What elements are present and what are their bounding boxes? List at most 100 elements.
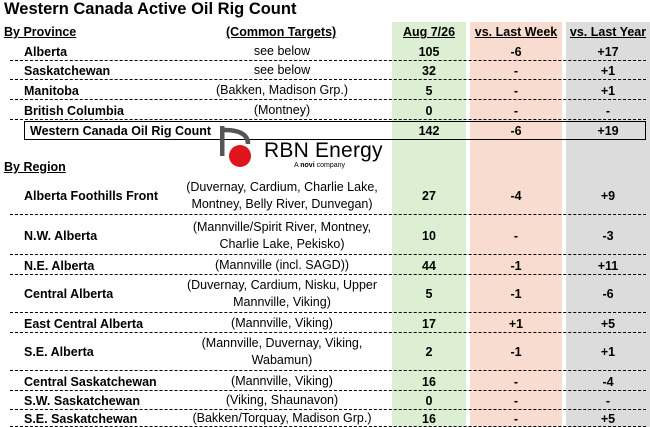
province-aug-value: 0 — [425, 103, 433, 118]
province-name: Alberta — [24, 44, 68, 59]
province-year-value: - — [605, 103, 611, 118]
region-aug-value: 44 — [422, 258, 436, 273]
region-name: S.E. Alberta — [24, 345, 94, 359]
region-aug-value: 10 — [422, 229, 436, 243]
row-divider — [10, 390, 646, 391]
region-aug-value: 17 — [422, 316, 436, 331]
province-week-value: -6 — [510, 44, 522, 59]
vs-last-year-header: vs. Last Year — [569, 25, 647, 39]
region-targets: (Bakken/Torquay, Madison Grp.) — [192, 411, 372, 425]
region-aug-value: 27 — [422, 189, 436, 203]
logo-brand-text: RBN Energy — [264, 139, 383, 162]
region-name: S.E. Saskatchewan — [24, 411, 138, 426]
region-year-value: +5 — [600, 411, 616, 426]
province-targets: see below — [253, 44, 311, 58]
by-province-header: By Province — [4, 25, 77, 39]
sheet-title: Western Canada Active Oil Rig Count — [4, 0, 297, 18]
rbn-logo-mark-icon — [220, 126, 251, 167]
row-divider — [10, 214, 646, 215]
total-aug-value: 142 — [418, 123, 440, 138]
by-region-header: By Region — [4, 160, 66, 174]
region-week-value: -1 — [510, 287, 522, 301]
province-name: British Columbia — [24, 103, 125, 118]
region-year-value: -3 — [602, 229, 614, 243]
province-week-value: - — [513, 83, 519, 98]
region-year-value: - — [605, 393, 611, 408]
region-name: N.E. Alberta — [24, 258, 95, 273]
region-row: S.E. Alberta (Mannville, Duvernay, Viking… — [0, 333, 650, 371]
region-name: East Central Alberta — [24, 316, 144, 331]
region-name: Central Saskatchewan — [24, 374, 157, 389]
row-divider — [10, 370, 646, 371]
rbn-energy-logo: RBN Energy A novi company — [214, 126, 384, 174]
region-row: Central Alberta (Duvernay, Cardium, Nisku… — [0, 275, 650, 313]
region-aug-value: 2 — [425, 345, 433, 359]
row-divider — [10, 79, 646, 80]
province-name: Saskatchewan — [24, 63, 111, 78]
total-name: Western Canada Oil Rig Count — [30, 123, 212, 138]
region-row: N.W. Alberta (Mannville/Spirit River, Mon… — [0, 217, 650, 255]
total-row: Western Canada Oil Rig Count 142 -6 +19 — [0, 121, 650, 140]
province-row: Manitoba (Bakken, Madison Grp.) 5 - +1 — [0, 81, 650, 100]
region-row: East Central Alberta (Mannville, Viking) 1… — [0, 314, 650, 333]
province-year-value: +1 — [600, 83, 616, 98]
province-aug-value: 105 — [418, 44, 440, 59]
region-week-value: -1 — [510, 345, 522, 359]
region-aug-value: 0 — [425, 393, 433, 408]
row-divider — [10, 409, 646, 410]
common-targets-header: (Common Targets) — [226, 25, 337, 39]
region-name: Alberta Foothills Front — [24, 189, 159, 203]
region-year-value: +5 — [600, 316, 616, 331]
region-name: N.W. Alberta — [24, 229, 98, 243]
province-year-value: +1 — [600, 63, 616, 78]
row-divider — [10, 119, 646, 120]
region-row: Central Saskatchewan (Mannville, Viking) 1… — [0, 372, 650, 391]
province-year-value: +17 — [597, 44, 619, 59]
total-row-box — [24, 121, 646, 140]
logo-subtitle: A novi company — [294, 162, 345, 169]
region-week-value: -1 — [510, 258, 522, 273]
region-aug-value: 16 — [422, 374, 436, 389]
region-week-value: - — [513, 229, 519, 243]
region-week-value: - — [513, 374, 519, 389]
province-targets: (Bakken, Madison Grp.) — [216, 83, 348, 97]
region-targets: (Mannville, Viking) — [231, 374, 333, 388]
region-targets: (Viking, Shaunavon) — [225, 393, 339, 407]
region-row: Alberta Foothills Front (Duvernay, Cardiu… — [0, 177, 650, 215]
region-year-value: -6 — [602, 287, 614, 301]
aug-header: Aug 7/26 — [402, 25, 456, 39]
province-name: Manitoba — [24, 83, 79, 98]
row-divider — [10, 332, 646, 333]
province-row: British Columbia (Montney) 0 - - — [0, 101, 650, 120]
total-week-value: -6 — [510, 123, 522, 138]
row-divider — [10, 254, 646, 255]
region-targets: (Duvernay, Cardium, Charlie Lake, Montne… — [186, 180, 378, 211]
region-week-value: +1 — [508, 316, 524, 331]
province-week-value: - — [513, 63, 519, 78]
row-divider — [10, 274, 646, 275]
province-row: Alberta see below 105 -6 +17 — [0, 42, 650, 61]
region-week-value: - — [513, 393, 519, 408]
region-year-value: -4 — [602, 374, 614, 389]
region-targets: (Mannville, Duvernay, Viking, Wabamun) — [201, 336, 363, 367]
region-week-value: - — [513, 411, 519, 426]
region-targets: (Mannville (incl. SAGD)) — [214, 258, 350, 272]
row-divider — [10, 60, 646, 61]
region-targets: (Mannville/Spirit River, Montney, Charli… — [192, 220, 372, 251]
region-aug-value: 16 — [422, 411, 436, 426]
region-row: N.E. Alberta (Mannville (incl. SAGD)) 44 -1… — [0, 256, 650, 275]
row-divider — [10, 312, 646, 313]
region-targets: (Duvernay, Cardium, Nisku, Upper Mannvil… — [186, 278, 378, 309]
row-divider — [10, 99, 646, 100]
province-row: Saskatchewan see below 32 - +1 — [0, 61, 650, 80]
province-aug-value: 32 — [422, 63, 436, 78]
region-year-value: +1 — [600, 345, 616, 359]
province-targets: (Montney) — [253, 103, 311, 117]
region-row: S.W. Saskatchewan (Viking, Shaunavon) 0 - - — [0, 391, 650, 410]
week-column-shading — [470, 22, 562, 427]
region-row: S.E. Saskatchewan (Bakken/Torquay, Madiso… — [0, 410, 650, 427]
region-year-value: +11 — [597, 258, 619, 273]
region-targets: (Mannville, Viking) — [231, 316, 333, 330]
province-week-value: - — [513, 103, 519, 118]
